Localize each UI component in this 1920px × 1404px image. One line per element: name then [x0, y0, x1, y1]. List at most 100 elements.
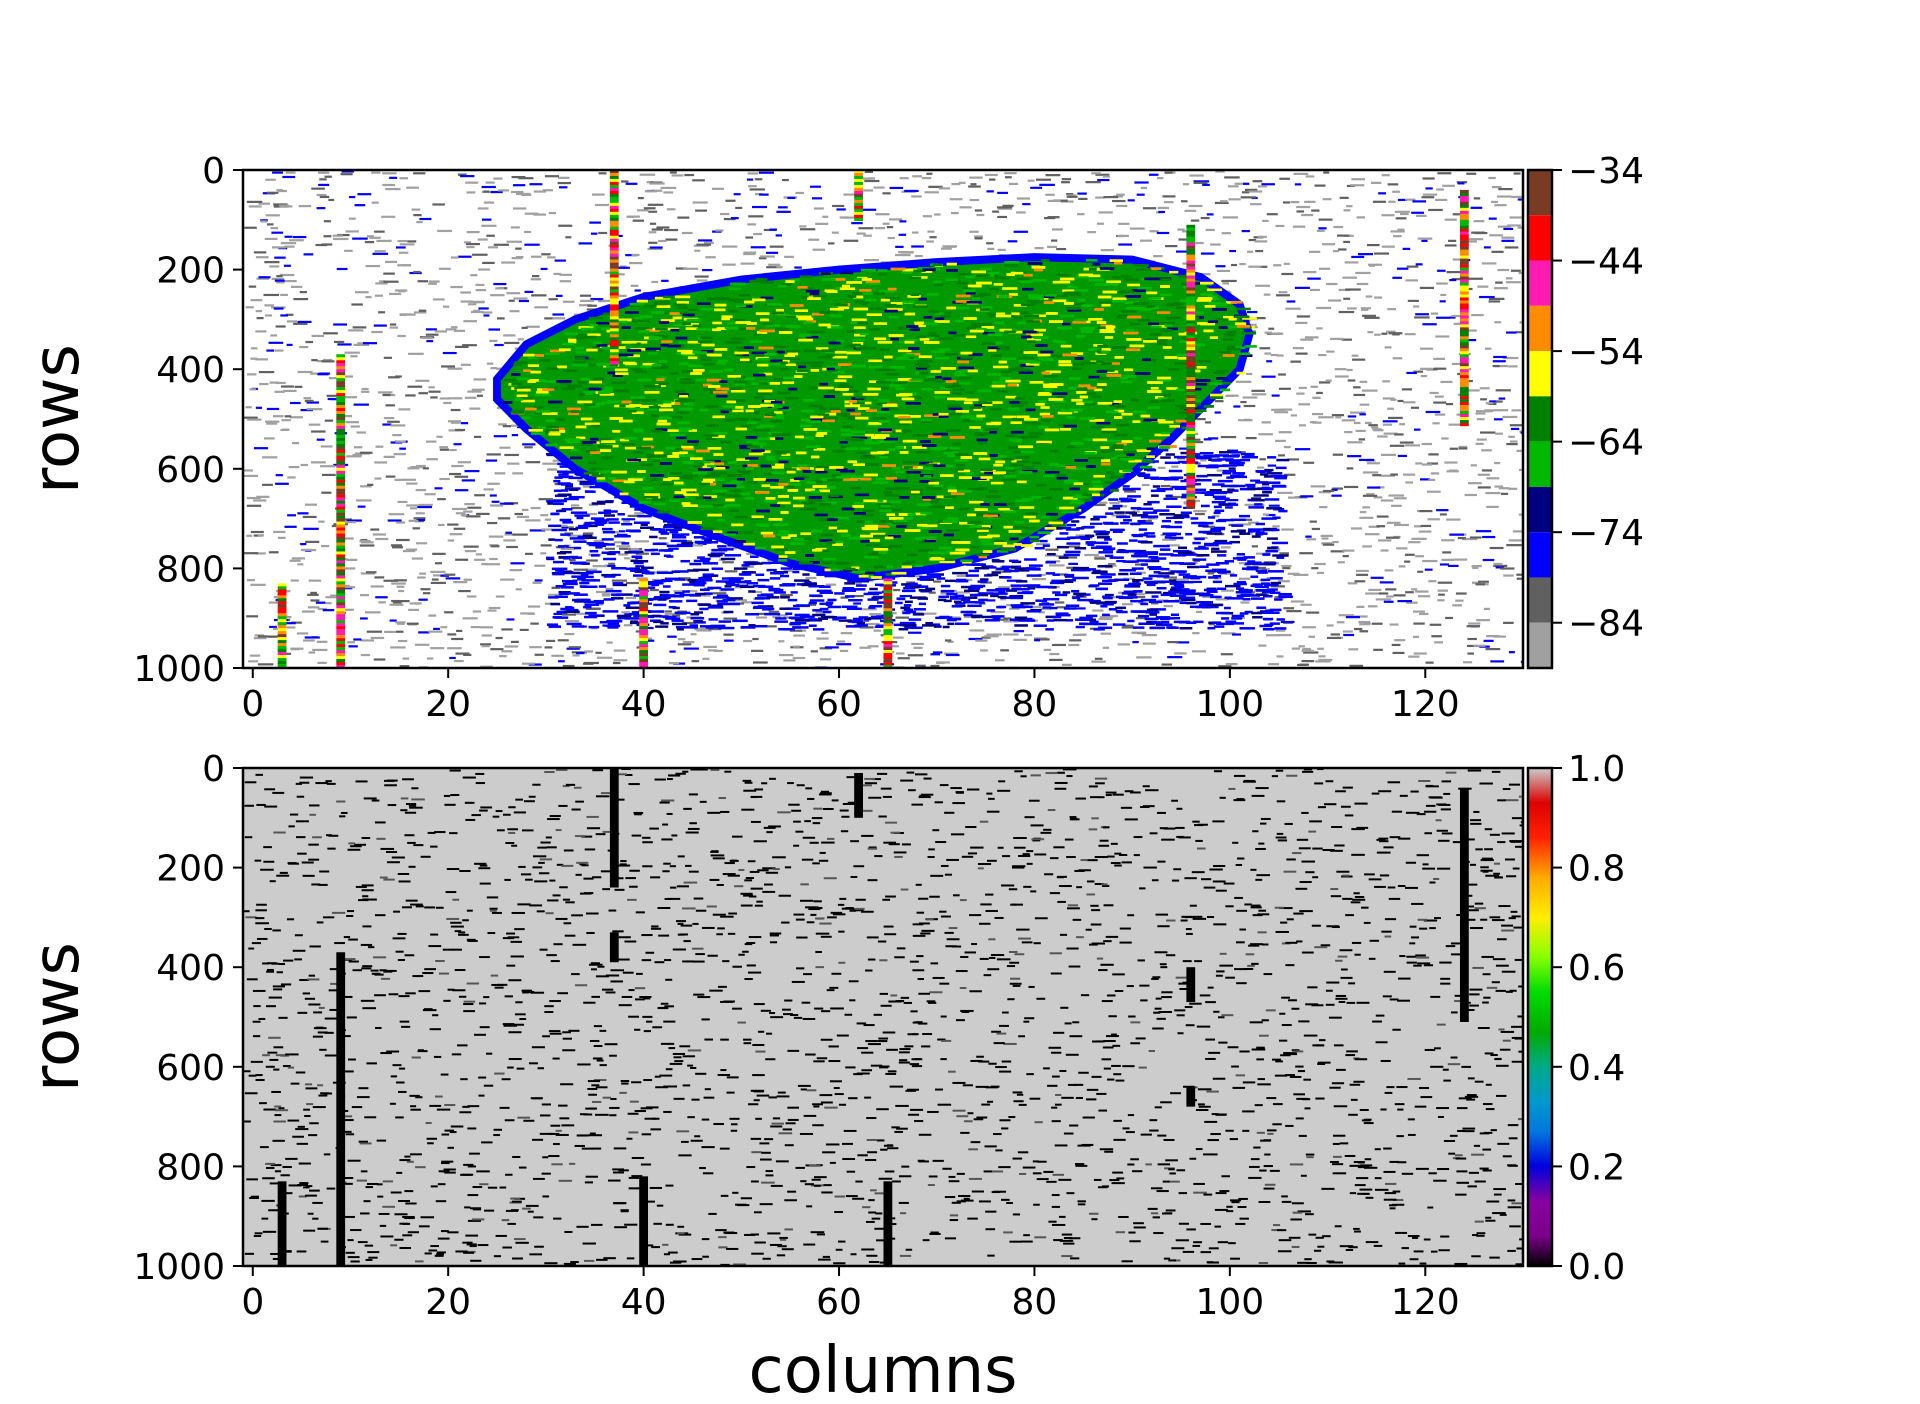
noise-cell — [1195, 241, 1204, 245]
halo-cell — [707, 586, 722, 590]
halo-cell — [1049, 606, 1058, 610]
halo-cell — [1257, 611, 1270, 614]
noise-cell — [649, 222, 657, 225]
halo-cell — [563, 610, 580, 613]
noise-cell — [1404, 560, 1411, 563]
halo-cell — [1138, 622, 1155, 625]
noise-cell — [724, 570, 738, 573]
halo-cell — [951, 605, 963, 608]
noise-cell — [1118, 243, 1133, 246]
noise-cell — [1384, 346, 1392, 349]
noise-cell — [824, 646, 839, 649]
noise-cell — [752, 590, 762, 594]
halo-cell — [1215, 561, 1229, 565]
noise-cell — [1437, 599, 1445, 602]
halo-cell — [1247, 560, 1256, 563]
noise-cell — [464, 502, 475, 506]
halo-cell — [1240, 589, 1253, 592]
noise-cell — [837, 640, 846, 643]
noise-cell — [481, 185, 496, 189]
halo-cell — [1215, 611, 1230, 615]
noise-cell — [246, 615, 259, 618]
noise-cell — [360, 541, 374, 544]
halo-cell — [605, 624, 621, 628]
halo-cell — [1046, 619, 1055, 622]
halo-cell — [1124, 569, 1137, 572]
noise-cell — [450, 326, 458, 329]
noise-cell — [392, 434, 402, 437]
noise-cell — [1494, 287, 1508, 290]
noise-cell — [1445, 402, 1454, 406]
noise-cell — [1052, 643, 1066, 647]
noise-cell — [1484, 347, 1492, 350]
halo-cell — [870, 615, 888, 619]
halo-cell — [1180, 451, 1188, 455]
noise-cell — [345, 230, 359, 233]
noise-cell — [279, 273, 295, 277]
halo-cell — [1246, 485, 1256, 488]
halo-cell — [779, 607, 791, 611]
halo-cell — [616, 614, 632, 618]
noise-cell — [1502, 415, 1518, 419]
noise-cell — [1302, 626, 1316, 629]
halo-cell — [947, 622, 955, 626]
noise-cell — [669, 650, 676, 653]
noise-cell — [907, 654, 924, 657]
halo-cell — [864, 617, 872, 621]
noise-cell — [273, 203, 288, 206]
halo-cell — [1224, 584, 1241, 588]
noise-cell — [1381, 174, 1390, 177]
noise-cell — [596, 656, 613, 659]
noise-cell — [1475, 530, 1492, 533]
noise-cell — [418, 309, 427, 312]
noise-cell — [374, 250, 386, 253]
noise-cell — [369, 236, 381, 239]
noise-cell — [605, 587, 614, 590]
noise-cell — [1222, 282, 1230, 285]
noise-cell — [1342, 555, 1349, 558]
noise-cell — [482, 261, 495, 265]
noise-cell — [746, 178, 754, 181]
halo-cell — [598, 511, 612, 515]
noise-cell — [677, 638, 686, 641]
noise-cell — [1392, 235, 1402, 238]
noise-cell — [291, 557, 306, 560]
noise-cell — [1116, 559, 1126, 563]
noise-cell — [1517, 226, 1523, 229]
noise-cell — [1332, 540, 1339, 544]
halo-cell — [617, 616, 627, 620]
noise-cell — [710, 552, 725, 555]
noise-cell — [1335, 416, 1342, 419]
halo-cell — [1108, 498, 1119, 501]
noise-cell — [1224, 499, 1239, 502]
halo-cell — [579, 581, 590, 585]
halo-cell — [1150, 489, 1166, 493]
noise-cell — [1483, 639, 1494, 642]
noise-cell — [417, 280, 429, 283]
halo-cell — [1127, 619, 1135, 623]
halo-cell — [1003, 576, 1012, 579]
halo-cell — [556, 610, 565, 614]
halo-cell — [601, 573, 617, 577]
noise-cell — [1251, 393, 1267, 396]
noise-cell — [968, 587, 981, 590]
noise-cell — [1393, 523, 1409, 527]
halo-cell — [1083, 622, 1098, 626]
noise-cell — [694, 628, 709, 631]
halo-cell — [608, 521, 620, 524]
noise-cell — [1306, 611, 1320, 614]
noise-cell — [482, 311, 493, 314]
halo-cell — [1255, 531, 1265, 534]
noise-cell — [293, 298, 309, 301]
noise-cell — [491, 500, 500, 503]
noise-cell — [493, 243, 509, 246]
halo-cell — [1140, 515, 1155, 519]
noise-cell — [1045, 193, 1055, 196]
noise-cell — [1303, 270, 1317, 274]
halo-cell — [1269, 608, 1282, 612]
noise-cell — [1391, 504, 1402, 507]
noise-cell — [1295, 352, 1308, 355]
noise-cell — [1298, 403, 1311, 406]
noise-cell — [815, 222, 829, 225]
noise-cell — [319, 178, 327, 181]
